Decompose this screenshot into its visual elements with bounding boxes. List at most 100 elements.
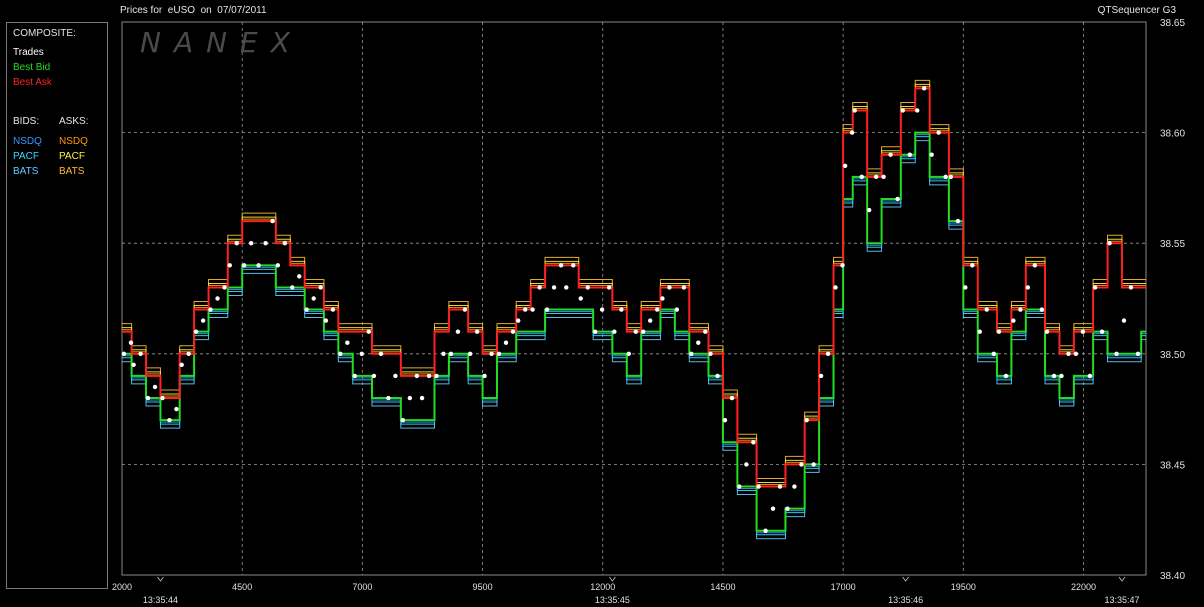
trade-point (585, 285, 590, 290)
trade-point (215, 296, 220, 301)
trade-point (434, 373, 439, 379)
trade-points (121, 86, 1141, 533)
trade-point (523, 307, 528, 312)
trade-point (297, 274, 302, 279)
trade-point (208, 307, 213, 312)
trade-point (138, 351, 143, 356)
trade-point (619, 307, 624, 312)
trade-point (970, 263, 975, 268)
trade-point (338, 351, 343, 356)
x-tick-label: 14500 (710, 582, 735, 592)
legend-best-ask: Best Ask (13, 77, 52, 88)
trade-point (263, 241, 268, 246)
time-axis-ticks: 13:35:44 13:35:45 13:35:46 13:35:47 (143, 576, 1139, 605)
x-tick-label: 12000 (590, 582, 615, 592)
trade-point (1039, 307, 1045, 312)
trade-point (200, 318, 206, 323)
trade-point (859, 174, 864, 180)
trade-point (599, 307, 605, 312)
legend-bids-label: BIDS: (13, 116, 40, 127)
trade-point (977, 329, 982, 334)
legend-bid-pacf: PACF (13, 151, 39, 162)
trade-point (849, 130, 855, 135)
trade-point (936, 130, 941, 135)
trade-point (696, 340, 701, 345)
x-tick-label: 4500 (232, 582, 252, 592)
legend-ask-bats: BATS (59, 166, 85, 177)
trade-point (128, 340, 134, 345)
x-tick-label: 19500 (951, 582, 976, 592)
trade-point (186, 351, 191, 356)
trade-point (275, 263, 281, 268)
grid-lines (122, 22, 1146, 575)
trade-point (955, 218, 961, 224)
trade-point (426, 373, 432, 379)
trade-point (330, 307, 336, 312)
trade-point (612, 329, 617, 334)
trade-point (359, 351, 364, 356)
trade-point (419, 395, 425, 401)
trade-point (799, 462, 804, 467)
trade-point (1066, 351, 1071, 356)
trade-point (441, 351, 446, 356)
trade-point (825, 351, 831, 356)
trade-point (1059, 373, 1064, 379)
trade-point (248, 241, 254, 246)
trade-point (564, 285, 569, 290)
trade-point (900, 108, 906, 113)
trade-point (715, 373, 720, 379)
x-axis-ticks: 2000 4500 7000 9500 12000 14500 17000 19500 2200… (112, 582, 1096, 592)
trade-point (1114, 351, 1119, 356)
trade-point (537, 285, 542, 290)
trade-point (414, 373, 420, 379)
trade-point (833, 285, 838, 290)
trade-point (318, 285, 323, 290)
trade-point (888, 152, 893, 157)
trade-point (482, 373, 487, 379)
trade-point (386, 395, 391, 401)
x-tick-label: 22000 (1071, 582, 1096, 592)
trade-point (744, 462, 749, 467)
y-tick-label: 38.40 (1160, 571, 1185, 582)
trade-point (929, 152, 934, 157)
legend-bid-nsdq: NSDQ (13, 136, 42, 147)
trade-point (366, 329, 371, 334)
trade-point (371, 373, 377, 379)
app-name: QTSequencer G3 (1097, 5, 1176, 16)
trade-point (1025, 285, 1031, 290)
trade-point (915, 108, 920, 113)
y-axis-ticks: 38.40 38.45 38.50 38.55 38.60 38.65 (1160, 18, 1185, 582)
nanex-watermark: NANEX (140, 26, 303, 59)
time-tick-label: 13:35:46 (888, 595, 923, 605)
legend-asks-label: ASKS: (59, 116, 89, 127)
trade-point (1087, 373, 1093, 379)
trade-point (681, 285, 687, 290)
trade-point (1080, 329, 1086, 334)
trade-point (234, 241, 239, 246)
y-tick-label: 38.50 (1160, 350, 1185, 361)
trade-point (407, 395, 413, 401)
trade-point (633, 329, 638, 334)
trade-point (606, 285, 612, 290)
best-ask-line (122, 87, 1146, 488)
trade-point (241, 263, 247, 268)
trade-point (777, 484, 783, 489)
time-tick-label: 13:35:44 (143, 595, 178, 605)
trade-point (708, 351, 713, 356)
trade-point (703, 329, 708, 334)
time-tick-label: 13:35:47 (1104, 595, 1139, 605)
time-tick-mark (902, 576, 909, 582)
x-tick-label: 17000 (831, 582, 856, 592)
trade-point (290, 285, 295, 290)
trade-point (948, 174, 954, 180)
trade-point (193, 329, 199, 334)
trade-point (578, 296, 583, 301)
trade-point (551, 285, 557, 290)
y-tick-label: 38.60 (1160, 129, 1185, 140)
trade-point (667, 285, 672, 290)
trade-point (393, 373, 398, 379)
trade-point (455, 329, 461, 334)
trade-point (1092, 285, 1098, 290)
trade-point (174, 406, 179, 412)
